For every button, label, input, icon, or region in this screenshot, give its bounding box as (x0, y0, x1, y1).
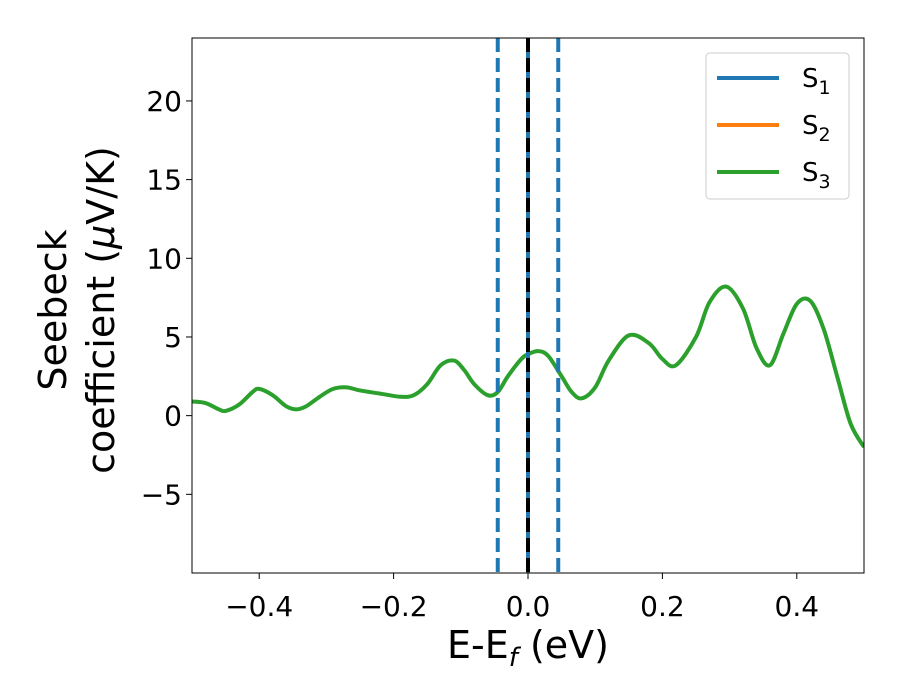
y-tick-label: 5 (164, 321, 182, 354)
x-tick-label: 0.4 (775, 590, 820, 623)
y-tick-label: 10 (146, 242, 182, 275)
axis-ticks: −0.4 −0.2 0.0 0.2 0.4 −5 0 5 10 15 20 (141, 85, 819, 623)
series-s3-line (192, 284, 864, 449)
legend-label-s1: S1 (802, 64, 831, 99)
x-tick-label: −0.4 (225, 590, 293, 623)
y-axis-label-line2: coefficient (μV/K) (79, 146, 123, 474)
y-axis-label-line1: Seebeck (31, 229, 75, 390)
legend-label-s3: S3 (802, 158, 831, 193)
y-tick-label: 15 (146, 164, 182, 197)
y-tick-label: −5 (141, 478, 182, 511)
x-axis-label: E-Ef (eV) (447, 623, 609, 673)
y-tick-label: 0 (164, 400, 182, 433)
x-tick-label: −0.2 (360, 590, 428, 623)
legend: S1 S2 S3 (705, 52, 850, 200)
x-tick-label: 0.2 (640, 590, 685, 623)
x-tick-label: 0.0 (506, 590, 551, 623)
plot-lines (192, 38, 864, 573)
legend-label-s2: S2 (802, 111, 831, 146)
y-axis-label: Seebeck coefficient (μV/K) (31, 146, 123, 474)
y-tick-label: 20 (146, 85, 182, 118)
